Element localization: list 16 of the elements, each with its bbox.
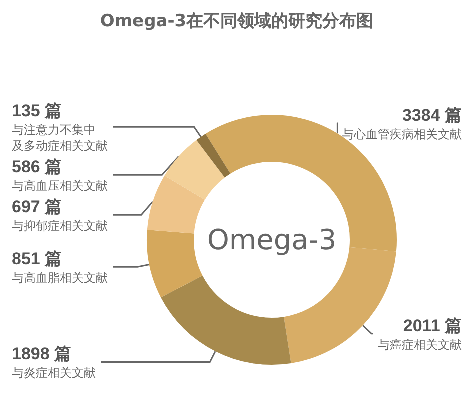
slice-label: 与抑郁症相关文献 [12,219,108,234]
slice-label: 与心血管疾病相关文献 [342,127,462,142]
slice-label: 与高血脂相关文献 [12,271,108,286]
slice-label: 与高血压相关文献 [12,179,108,194]
data-label: 586 篇 [12,158,62,177]
data-label: 1898 篇 [12,344,72,364]
slice-label: 与癌症相关文献 [378,338,462,352]
slice-label: 与炎症相关文献 [12,366,96,380]
slice-label: 与注意力不集中及多动症相关文献 [12,123,108,154]
data-label: 3384 篇 [402,106,462,125]
data-label: 135 篇 [12,102,62,121]
data-label: 851 篇 [12,250,62,269]
data-label: 697 篇 [12,198,62,217]
chart-title: Omega-3在不同领域的研究分布图 [100,12,374,32]
text: Omega-3 [207,224,337,256]
data-label: 2011 篇 [403,316,462,336]
